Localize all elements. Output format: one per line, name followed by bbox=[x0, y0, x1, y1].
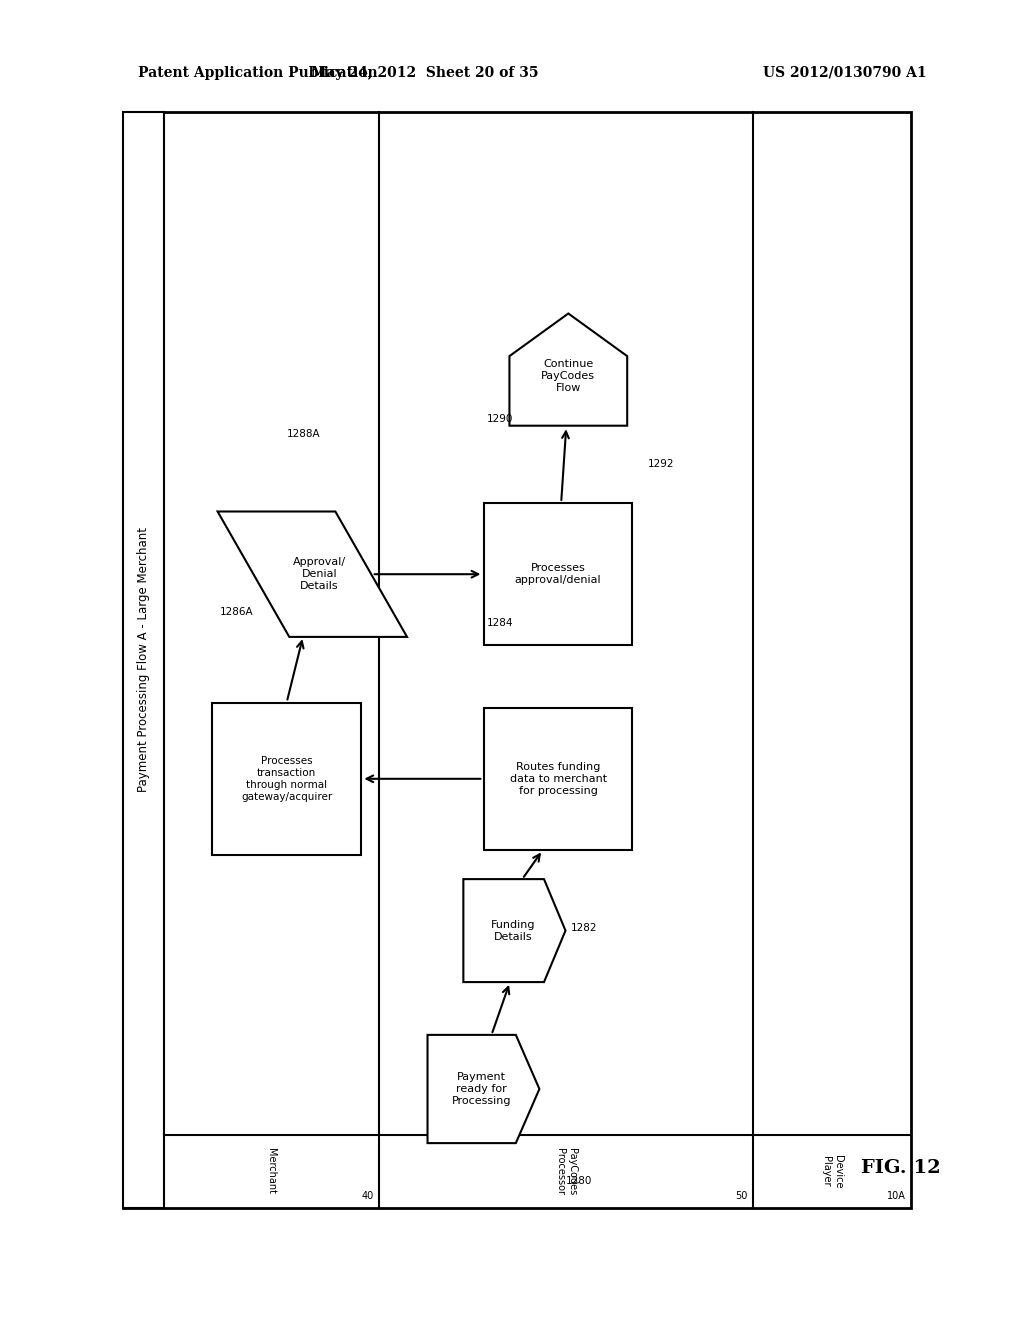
Polygon shape bbox=[428, 1035, 540, 1143]
Bar bbox=[123, 112, 911, 1208]
Text: 1280: 1280 bbox=[565, 1176, 592, 1187]
Text: US 2012/0130790 A1: US 2012/0130790 A1 bbox=[763, 66, 927, 79]
Text: Processes
transaction
through normal
gateway/acquirer: Processes transaction through normal gat… bbox=[241, 756, 333, 801]
Text: 1288A: 1288A bbox=[287, 429, 321, 438]
Text: PayCodes
Processor: PayCodes Processor bbox=[555, 1148, 577, 1195]
Bar bbox=[213, 704, 361, 855]
Text: Payment Processing Flow A - Large Merchant: Payment Processing Flow A - Large Mercha… bbox=[137, 528, 150, 792]
Text: 40: 40 bbox=[361, 1191, 374, 1201]
Bar bbox=[123, 112, 164, 1208]
Text: Routes funding
data to merchant
for processing: Routes funding data to merchant for proc… bbox=[510, 762, 606, 796]
Text: FIG. 12: FIG. 12 bbox=[861, 1159, 941, 1177]
Text: May 24, 2012  Sheet 20 of 35: May 24, 2012 Sheet 20 of 35 bbox=[311, 66, 539, 79]
Text: Continue
PayCodes
Flow: Continue PayCodes Flow bbox=[542, 359, 595, 393]
Polygon shape bbox=[463, 879, 565, 982]
Text: Device
Player: Device Player bbox=[821, 1155, 843, 1188]
Text: Approval/
Denial
Details: Approval/ Denial Details bbox=[293, 557, 346, 591]
Text: 1290: 1290 bbox=[486, 413, 513, 424]
Text: 1282: 1282 bbox=[571, 923, 597, 933]
Bar bbox=[484, 503, 633, 645]
Polygon shape bbox=[510, 314, 627, 425]
Text: 1284: 1284 bbox=[486, 618, 513, 628]
Text: Processes
approval/denial: Processes approval/denial bbox=[515, 564, 601, 585]
Text: 10A: 10A bbox=[888, 1191, 906, 1201]
Text: 50: 50 bbox=[735, 1191, 748, 1201]
Text: Funding
Details: Funding Details bbox=[490, 920, 536, 941]
Text: 1292: 1292 bbox=[648, 459, 674, 469]
Text: Merchant: Merchant bbox=[266, 1148, 276, 1195]
Text: 1286A: 1286A bbox=[220, 607, 254, 618]
Polygon shape bbox=[217, 512, 407, 638]
Text: Patent Application Publication: Patent Application Publication bbox=[138, 66, 378, 79]
Text: Payment
ready for
Processing: Payment ready for Processing bbox=[452, 1072, 511, 1106]
Bar bbox=[484, 708, 633, 850]
